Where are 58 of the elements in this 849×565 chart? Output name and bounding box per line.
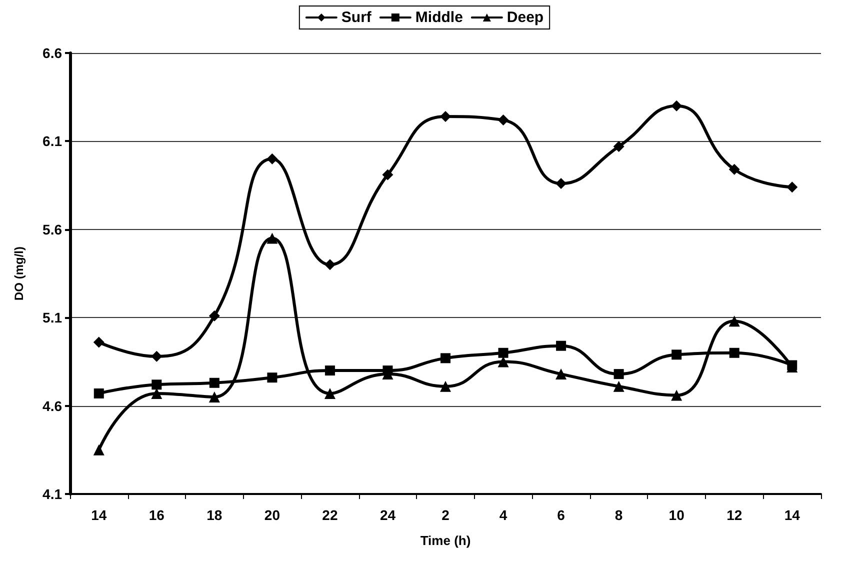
point [324,388,336,399]
y-tick-label: 5.6 [42,221,62,238]
x-tick-label: 22 [322,507,338,523]
x-tick-label: 2 [442,507,450,523]
point [728,164,740,175]
point [440,380,451,392]
x-tick-label: 18 [206,507,222,523]
point [266,153,278,164]
x-tick-label: 8 [614,507,623,523]
point [267,372,278,383]
point [671,390,682,401]
point [728,316,740,327]
point [556,178,567,190]
point [498,356,509,368]
point [440,111,451,122]
x-axis-title: Time (h) [420,533,471,548]
x-tick-label: 14 [784,507,800,523]
point [324,366,335,376]
point [786,182,798,193]
point [208,310,220,322]
point [556,368,567,380]
x-tick-label: 16 [148,507,165,523]
point [613,140,624,152]
point [93,444,104,456]
x-tick-label: 6 [557,507,566,523]
x-tick-label: 24 [380,507,396,523]
x-tick-label: 12 [726,507,742,523]
y-tick-label: 5.1 [42,310,62,326]
point [613,380,624,392]
legend-label: Surf [341,9,372,26]
point [440,353,450,364]
point [266,232,278,244]
y-tick-label: 4.1 [42,486,62,502]
point [672,350,682,360]
point [671,100,682,112]
y-tick-label: 6.1 [42,133,62,150]
point [208,391,220,402]
x-tick-label: 4 [499,507,508,523]
point [152,380,162,390]
point [729,348,740,358]
point [151,350,162,362]
point [324,259,336,270]
point [614,369,624,380]
point [209,378,220,388]
point [93,336,104,348]
point [498,348,508,358]
legend-label: Middle [415,9,463,26]
y-tick-label: 4.6 [42,398,62,414]
point [498,114,509,126]
point [94,388,104,398]
x-tick-label: 10 [668,507,685,523]
x-tick-label: 14 [91,507,107,523]
legend-label: Deep [506,9,544,26]
point [556,340,566,351]
y-axis-title: DO (mg/l) [12,246,26,300]
point [382,169,394,180]
x-tick-label: 20 [264,507,280,523]
y-tick-label: 6.6 [42,45,62,61]
